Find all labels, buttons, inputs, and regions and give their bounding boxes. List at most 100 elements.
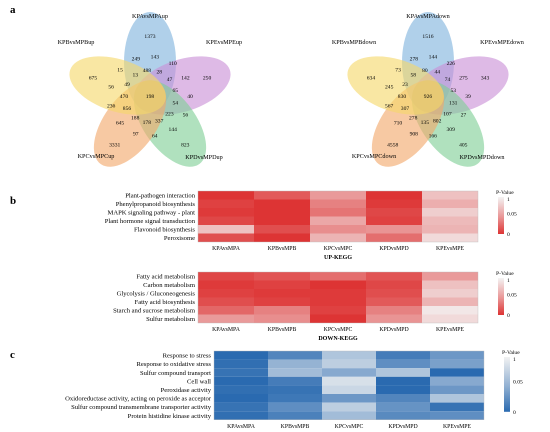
heatmap-col-label: KPEvsMPE: [436, 246, 464, 252]
venn-count: 250: [203, 75, 212, 81]
heatmap-cell: [310, 289, 366, 298]
panel-label-a: a: [10, 4, 16, 16]
venn-count: 908: [410, 131, 419, 137]
heatmap-cell: [310, 191, 366, 200]
heatmap-cell: [198, 314, 254, 323]
legend-tick: 1: [513, 357, 516, 363]
venn-count: 142: [181, 75, 190, 81]
heatmap-cell: [268, 376, 322, 386]
venn-count: 56: [108, 84, 114, 90]
heatmap-cell: [310, 199, 366, 208]
heatmap-col-label: KPEvsMPE: [436, 327, 464, 333]
heatmap-cell: [422, 216, 478, 225]
heatmap-row-label: Protein histidine kinase activity: [128, 413, 212, 420]
heatmap-row-label: Flavonoid biosynthesis: [134, 227, 195, 234]
venn-count: 307: [401, 106, 410, 112]
venn-count: 4558: [387, 143, 398, 149]
heatmap-col-label: KPDvsMPD: [379, 246, 408, 252]
venn-count: 54: [172, 100, 178, 106]
venn-count: 166: [429, 134, 438, 140]
heatmap-col-label: KPAvsMPA: [212, 246, 241, 252]
heatmap-cell: [430, 402, 484, 412]
heatmap-cell: [254, 297, 310, 306]
heatmap-cell: [322, 351, 376, 360]
heatmap-cell: [198, 306, 254, 315]
heatmap-col-label: KPCvsMPC: [324, 246, 353, 252]
venn-count: 28: [156, 70, 162, 76]
heatmap-cell: [198, 297, 254, 306]
heatmap-row-label: Cell wall: [187, 378, 211, 385]
heatmap-cell: [366, 280, 422, 289]
heatmap-col-label: KPDvsMPD: [388, 424, 417, 430]
heatmap-cell: [376, 351, 430, 360]
venn-center-count: 926: [424, 94, 433, 100]
heatmap-cell: [422, 225, 478, 234]
venn-count: 309: [446, 127, 455, 133]
heatmap-cell: [422, 280, 478, 289]
heatmap-cell: [254, 314, 310, 323]
heatmap-cell: [214, 385, 268, 394]
heatmap-cell: [322, 411, 376, 420]
heatmap-cell: [214, 368, 268, 377]
heatmap-col-label: KPCvsMPC: [324, 327, 353, 333]
heatmap-col-label: KPCvsMPC: [335, 424, 364, 430]
heatmap-cell: [430, 376, 484, 386]
legend-tick: 0.05: [507, 212, 517, 218]
heatmap-row-label: Glycolysis / Gluconeogenesis: [117, 291, 196, 298]
venn-count: 802: [433, 118, 442, 124]
heatmap-cell: [310, 225, 366, 234]
venn-count: 107: [443, 111, 452, 117]
heatmap-cell: [376, 376, 430, 386]
venn-count: 488: [143, 68, 152, 74]
heatmap-title: DOWN-KEGG: [318, 336, 358, 342]
heatmap-cell: [430, 351, 484, 360]
venn-set-label: KPAvsMPAup: [132, 13, 168, 20]
heatmap-row-label: Sulfur metabolism: [146, 316, 196, 323]
heatmap-cell: [254, 225, 310, 234]
heatmap-cell: [422, 297, 478, 306]
heatmap-title: UP-KEGG: [324, 255, 352, 261]
heatmap-row-label: Sulfur compound transport: [140, 370, 211, 377]
heatmap-cell: [366, 314, 422, 323]
heatmap-cell: [422, 272, 478, 281]
venn-count: 470: [120, 94, 129, 100]
venn-count: 44: [434, 70, 440, 76]
heatmap-col-label: KPBvsMPB: [281, 424, 310, 430]
venn-set-label: KPEvsMPEdown: [480, 39, 524, 46]
heatmap-cell: [254, 280, 310, 289]
heatmap-cell: [254, 191, 310, 200]
legend-title: P-Value: [496, 190, 514, 196]
venn-count: 56: [183, 113, 189, 119]
venn-count: 58: [410, 73, 416, 79]
venn-set-label: KPBvsMPBup: [58, 39, 95, 46]
venn-count: 3331: [109, 143, 120, 149]
venn-count: 73: [395, 67, 401, 73]
heatmap-cell: [322, 368, 376, 377]
heatmap-row-label: Phenylpropanoid biosynthesis: [116, 201, 196, 208]
heatmap-cell: [366, 208, 422, 217]
venn-petal: [69, 56, 166, 115]
heatmap-cell: [310, 306, 366, 315]
heatmap-cell: [322, 385, 376, 394]
heatmap-cell: [268, 351, 322, 360]
heatmap-cell: [366, 216, 422, 225]
legend-tick: 1: [507, 278, 510, 284]
heatmap-cell: [214, 351, 268, 360]
heatmap-cell: [422, 306, 478, 315]
heatmap-row-label: MAPK signaling pathway - plant: [107, 210, 195, 217]
heatmap-cell: [422, 208, 478, 217]
heatmap-cell: [376, 411, 430, 420]
legend-tick: 0: [507, 232, 510, 238]
heatmap-row-label: Peroxidase activity: [161, 387, 212, 394]
heatmap-cell: [214, 376, 268, 386]
heatmap-row-label: Peroxisome: [164, 235, 195, 242]
heatmap-cell: [198, 191, 254, 200]
heatmap-row-label: Sulfur compound transmembrane transporte…: [71, 404, 212, 411]
heatmap-frame: [197, 271, 479, 324]
legend-colorbar: [498, 278, 504, 315]
heatmap-row-label: Oxidoreductase activity, acting on perox…: [65, 396, 212, 403]
heatmap-cell: [376, 394, 430, 403]
heatmap-cell: [268, 411, 322, 420]
heatmap-frame: [213, 350, 485, 421]
